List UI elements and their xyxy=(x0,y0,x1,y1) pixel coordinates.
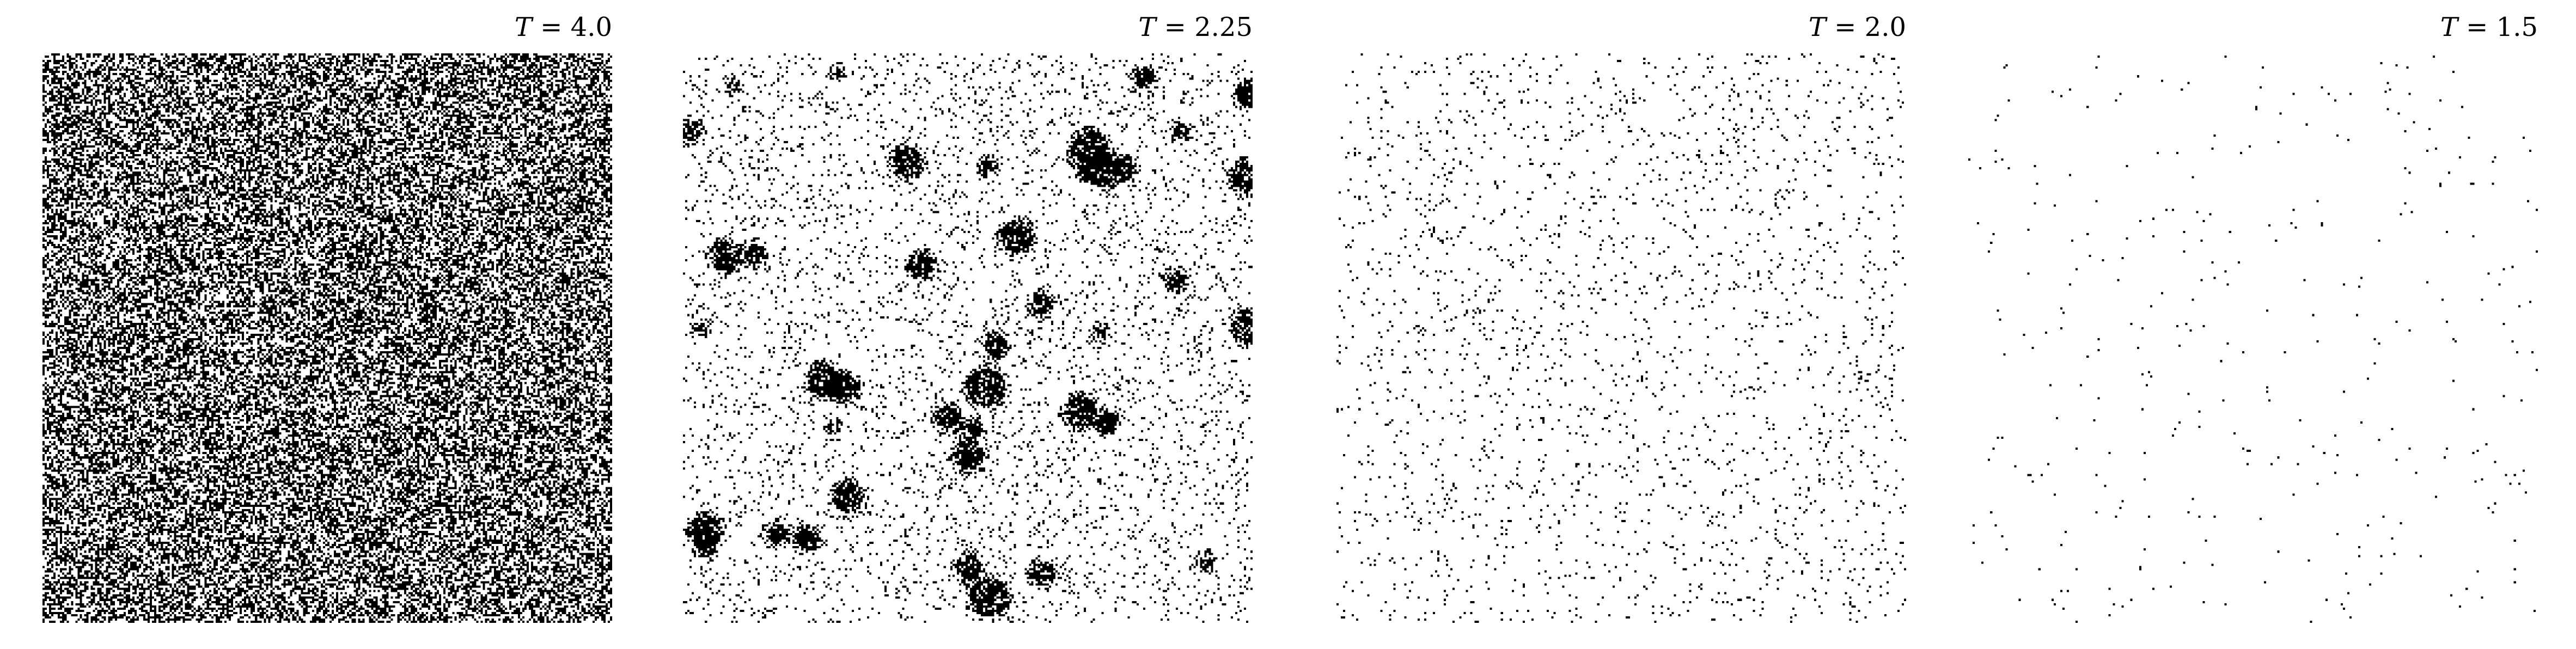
panel-title: T = 4.0 xyxy=(514,12,612,42)
spin-lattice-heatmap xyxy=(1336,53,1906,623)
panel-t-2-0: T = 2.0 xyxy=(1336,0,1906,649)
panel-t-2-25: T = 2.25 xyxy=(683,0,1253,649)
title-value: 2.25 xyxy=(1194,12,1253,42)
spin-lattice-heatmap xyxy=(1968,53,2538,623)
panel-t-1-5: T = 1.5 xyxy=(1968,0,2538,649)
spin-lattice-heatmap xyxy=(42,53,612,623)
panel-title: T = 1.5 xyxy=(2440,12,2538,42)
title-value: 2.0 xyxy=(1864,12,1906,42)
title-variable: T xyxy=(514,12,532,42)
title-variable: T xyxy=(1138,12,1156,42)
panel-t-4-0: T = 4.0 xyxy=(42,0,612,649)
spin-lattice-heatmap xyxy=(683,53,1253,623)
title-variable: T xyxy=(1808,12,1826,42)
title-value: 1.5 xyxy=(2496,12,2538,42)
title-variable: T xyxy=(2440,12,2458,42)
panel-title: T = 2.0 xyxy=(1808,12,1906,42)
title-value: 4.0 xyxy=(570,12,612,42)
panel-title: T = 2.25 xyxy=(1138,12,1253,42)
